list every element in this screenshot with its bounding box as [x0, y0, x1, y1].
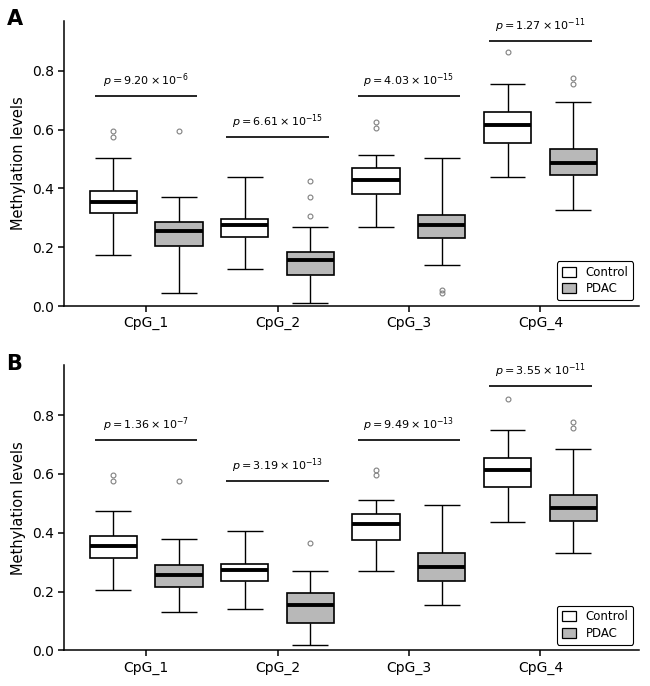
- Bar: [484, 112, 531, 143]
- Text: $p = 1.27 \times 10^{-11}$: $p = 1.27 \times 10^{-11}$: [495, 17, 586, 36]
- Bar: [287, 593, 334, 622]
- Bar: [155, 222, 203, 246]
- Bar: [287, 252, 334, 275]
- Bar: [352, 168, 400, 194]
- Y-axis label: Methylation levels: Methylation levels: [11, 441, 26, 575]
- Text: $p = 9.49 \times 10^{-13}$: $p = 9.49 \times 10^{-13}$: [363, 416, 454, 434]
- Text: $p = 6.61 \times 10^{-15}$: $p = 6.61 \times 10^{-15}$: [232, 113, 323, 131]
- Bar: [549, 149, 597, 175]
- Bar: [418, 215, 465, 239]
- Legend: Control, PDAC: Control, PDAC: [557, 606, 633, 645]
- Text: $p = 1.36 \times 10^{-7}$: $p = 1.36 \times 10^{-7}$: [103, 416, 189, 434]
- Bar: [352, 514, 400, 540]
- Bar: [221, 220, 268, 237]
- Text: $p = 3.19 \times 10^{-13}$: $p = 3.19 \times 10^{-13}$: [232, 457, 323, 475]
- Text: $p = 9.20 \times 10^{-6}$: $p = 9.20 \times 10^{-6}$: [103, 71, 189, 90]
- Text: $p = 4.03 \times 10^{-15}$: $p = 4.03 \times 10^{-15}$: [363, 71, 454, 90]
- Legend: Control, PDAC: Control, PDAC: [557, 261, 633, 300]
- Bar: [90, 536, 137, 558]
- Text: B: B: [6, 354, 23, 374]
- Text: $p = 3.55 \times 10^{-11}$: $p = 3.55 \times 10^{-11}$: [495, 362, 586, 380]
- Bar: [484, 458, 531, 487]
- Text: A: A: [6, 10, 23, 29]
- Bar: [155, 565, 203, 587]
- Bar: [90, 191, 137, 213]
- Bar: [418, 554, 465, 581]
- Bar: [221, 564, 268, 581]
- Y-axis label: Methylation levels: Methylation levels: [11, 97, 26, 230]
- Bar: [549, 495, 597, 521]
